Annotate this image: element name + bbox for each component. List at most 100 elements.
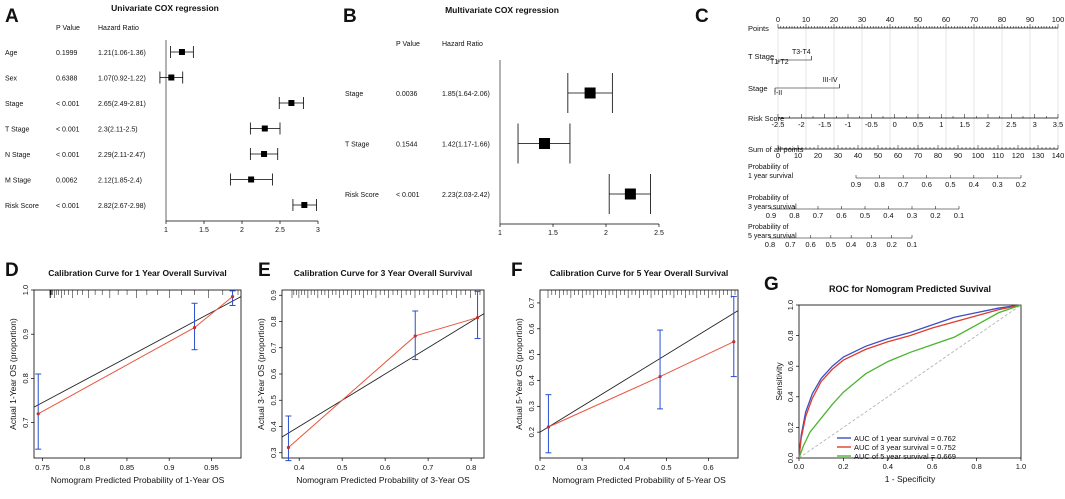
- forest-row-pvalue: < 0.001: [56, 101, 80, 108]
- nomogram-points-label: 80: [998, 15, 1006, 24]
- nomogram-prob-label: 0.7: [898, 180, 908, 189]
- nomogram-prob-label: 0.6: [805, 240, 815, 249]
- forest-point: [261, 151, 268, 157]
- x-tick-label: 0.2: [535, 463, 545, 472]
- panel-letter-g: G: [764, 274, 779, 295]
- nomogram-risk-label: 0: [893, 120, 897, 129]
- nomogram-prob-label: 0.6: [836, 211, 846, 220]
- forest-col-pvalue: P Value: [56, 25, 80, 32]
- nomogram-points-label: 90: [1026, 15, 1034, 24]
- y-tick-label: 0.5: [269, 395, 278, 405]
- forest-title: Multivariate COX regression: [445, 5, 559, 15]
- calibration-point: [475, 315, 480, 320]
- calibration-point: [732, 340, 736, 344]
- y-tick-label: 0.7: [21, 417, 30, 427]
- calibration-panel-f: Calibration Curve for 5 Year Overall Sur…: [514, 268, 739, 485]
- legend-entry: AUC of 1 year survival = 0.762: [854, 434, 956, 443]
- calibration-point: [36, 412, 40, 416]
- x-tick-label: 0.5: [337, 463, 347, 472]
- nomogram-prob-label: 0.5: [860, 211, 870, 220]
- forest-row-label: T Stage: [345, 142, 369, 149]
- x-tick-label: 0.8: [971, 462, 981, 471]
- chart-title: ROC for Nomogram Predicted Suvival: [829, 284, 991, 294]
- y-axis-label: Actual 1-Year OS (proportion): [8, 318, 18, 430]
- calibration-point: [658, 374, 662, 379]
- x-tick-label: 0.8: [466, 463, 476, 472]
- nomogram-row-label2: 1 year survival: [748, 173, 794, 180]
- nomogram-risk-label: 1.5: [959, 120, 969, 129]
- nomogram-risk-label: 3: [1033, 120, 1037, 129]
- nomogram-points-label: 0: [776, 15, 780, 24]
- ideal-line: [539, 310, 739, 433]
- forest-point: [288, 100, 295, 106]
- x-tick-label: 0.95: [204, 463, 219, 472]
- legend-entry: AUC of 5 year survival = 0.669: [854, 452, 956, 461]
- forest-row-pvalue: < 0.001: [56, 203, 80, 210]
- forest-row-label: Stage: [5, 101, 23, 108]
- forest-row-label: N Stage: [5, 152, 30, 159]
- forest-tick-label: 1: [498, 230, 502, 237]
- y-tick-label: 1.0: [21, 285, 30, 295]
- nomogram-sum-label: 20: [814, 151, 822, 160]
- nomogram-sum-label: 110: [992, 151, 1004, 160]
- chart-title: Calibration Curve for 5 Year Overall Sur…: [550, 268, 728, 278]
- nomogram-prob-label: 0.2: [886, 240, 896, 249]
- y-tick-label: 0.4: [527, 375, 536, 385]
- y-tick-label: 0.2: [786, 422, 795, 432]
- y-tick-label: 0.2: [527, 427, 536, 437]
- forest-tick-label: 1: [164, 227, 168, 234]
- forest-row-label: Risk Score: [5, 203, 39, 210]
- x-tick-label: 0.4: [883, 462, 893, 471]
- nomogram-prob-label: 0.9: [766, 211, 776, 220]
- nomogram-row-label: T Stage: [748, 52, 774, 61]
- x-tick-label: 0.3: [577, 463, 587, 472]
- panel-letter-b: B: [343, 6, 357, 27]
- panel-letter-e: E: [258, 260, 271, 281]
- legend-entry: AUC of 3 year survival = 0.752: [854, 443, 956, 452]
- x-tick-label: 0.7: [423, 463, 433, 472]
- chart-title: Calibration Curve for 1 Year Overall Sur…: [48, 268, 226, 278]
- roc-curve: [798, 304, 1022, 459]
- nomogram-prob-label: 0.7: [813, 211, 823, 220]
- x-tick-label: 1.0: [1016, 462, 1026, 471]
- y-tick-label: 0.6: [527, 324, 536, 334]
- calibration-point: [192, 325, 197, 330]
- forest-point: [539, 138, 551, 149]
- forest-row-hr: 2.82(2.67-2.98): [98, 203, 146, 210]
- nomogram-prob-label: 0.8: [874, 180, 884, 189]
- nomogram-sum-label: 120: [1012, 151, 1025, 160]
- x-tick-label: 0.2: [838, 462, 848, 471]
- nomogram-points-label: 40: [886, 15, 894, 24]
- x-tick-label: 0.8: [79, 463, 89, 472]
- nomogram-prob-label: 0.2: [930, 211, 940, 220]
- y-tick-label: 0.4: [786, 392, 795, 402]
- nomogram-row-label2: 3 years survival: [748, 204, 797, 211]
- nomogram-sum-label: 70: [914, 151, 922, 160]
- nomogram-points-label: 70: [970, 15, 978, 24]
- forest-row-hr: 2.23(2.03-2.42): [442, 192, 490, 199]
- nomogram-sum-label: 10: [794, 151, 802, 160]
- nomogram-risk-label: 1: [939, 120, 943, 129]
- nomogram-prob-label: 0.6: [921, 180, 931, 189]
- forest-tick-label: 2: [604, 230, 608, 237]
- nomogram-sum-label: 140: [1052, 151, 1065, 160]
- forest-panel-a: Univariate COX regression P Value Hazard R…: [5, 3, 320, 234]
- nomogram-risk-label: 0.5: [913, 120, 923, 129]
- x-tick-label: 0.4: [619, 463, 629, 472]
- nomogram-points-label: 20: [830, 15, 838, 24]
- forest-row-hr: 1.85(1.64-2.06): [442, 91, 490, 98]
- forest-row-label: Stage: [345, 91, 363, 98]
- nomogram-points-label: 50: [914, 15, 922, 24]
- y-tick-label: 0.9: [21, 329, 30, 339]
- x-axis-label: Nomogram Predicted Probability of 5-Year…: [552, 475, 726, 485]
- forest-row-hr: 2.12(1.85-2.4): [98, 178, 142, 185]
- nomogram-prob-label: 0.4: [969, 180, 979, 189]
- nomogram-row-label: Probability of: [748, 224, 789, 231]
- y-tick-label: 0.3: [269, 448, 278, 458]
- y-tick-label: 0.7: [527, 298, 536, 308]
- forest-row-pvalue: 0.0036: [396, 91, 418, 98]
- y-tick-label: 0.7: [269, 343, 278, 353]
- y-tick-label: 0.0: [786, 453, 795, 463]
- nomogram-sum-label: 80: [934, 151, 942, 160]
